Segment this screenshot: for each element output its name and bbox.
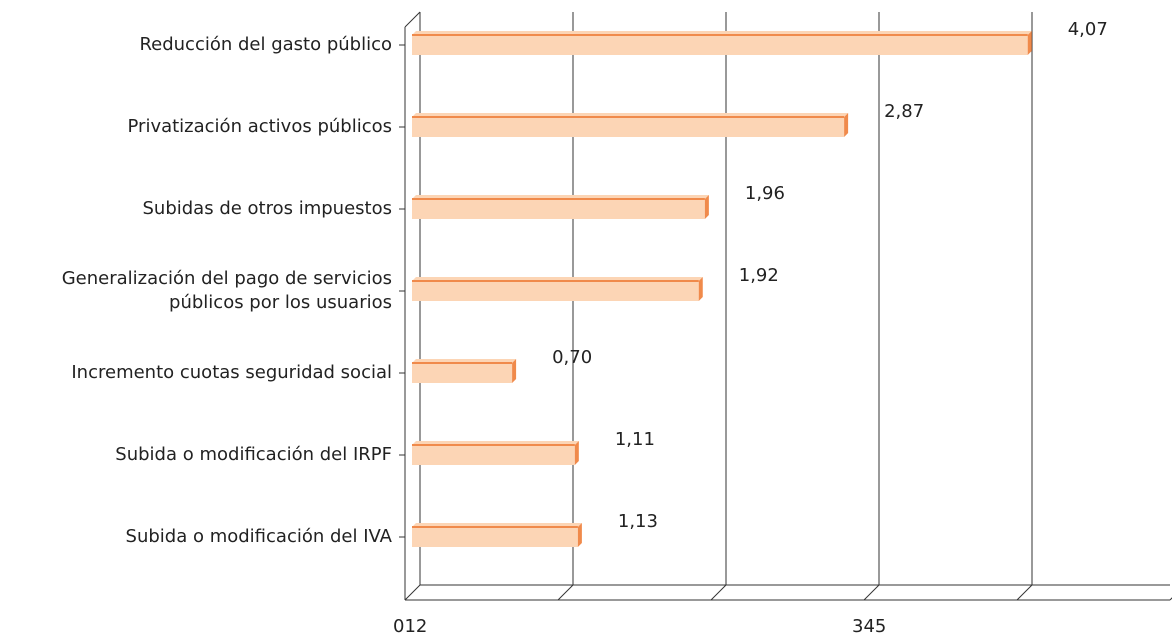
- tick-mark: [557, 584, 574, 601]
- x-tick-label: 012: [393, 616, 427, 637]
- bar: [412, 527, 578, 547]
- value-label: 4,07: [1068, 19, 1108, 40]
- bar-side: [1027, 31, 1032, 55]
- bar: [412, 445, 575, 465]
- bar-side: [512, 359, 517, 383]
- bar: [412, 199, 705, 219]
- value-label: 1,96: [745, 183, 785, 204]
- y-tick-label: Subida o modificación del IRPF: [115, 444, 392, 465]
- y-tick-label: Incremento cuotas seguridad social: [71, 362, 392, 383]
- bar: [412, 363, 513, 383]
- tick-mark: [710, 584, 727, 601]
- wall-edge: [404, 11, 421, 28]
- tick-mark: [404, 584, 421, 601]
- value-label: 1,13: [618, 511, 658, 532]
- x-tick-label: 345: [852, 616, 886, 637]
- bar: [412, 117, 845, 137]
- tick-mark: [1016, 584, 1033, 601]
- bar-side: [704, 195, 709, 219]
- bar-side: [577, 523, 582, 547]
- y-tick-label: Subida o modificación del IVA: [125, 526, 392, 547]
- tick-mark: [863, 584, 880, 601]
- value-label: 2,87: [884, 101, 924, 122]
- y-tick-label: Subidas de otros impuestos: [142, 198, 393, 219]
- bar: [412, 35, 1028, 55]
- bar: [412, 281, 699, 301]
- y-tick-label: Reducción del gasto público: [139, 34, 392, 55]
- value-label: 1,11: [615, 429, 655, 450]
- bar-side: [698, 277, 703, 301]
- bar-side: [574, 441, 579, 465]
- y-tick-label: Privatización activos públicos: [127, 116, 393, 137]
- y-tick-label: Generalización del pago de servicios púb…: [61, 268, 392, 313]
- value-label: 0,70: [552, 347, 592, 368]
- bar-side: [844, 113, 849, 137]
- value-label: 1,92: [739, 265, 779, 286]
